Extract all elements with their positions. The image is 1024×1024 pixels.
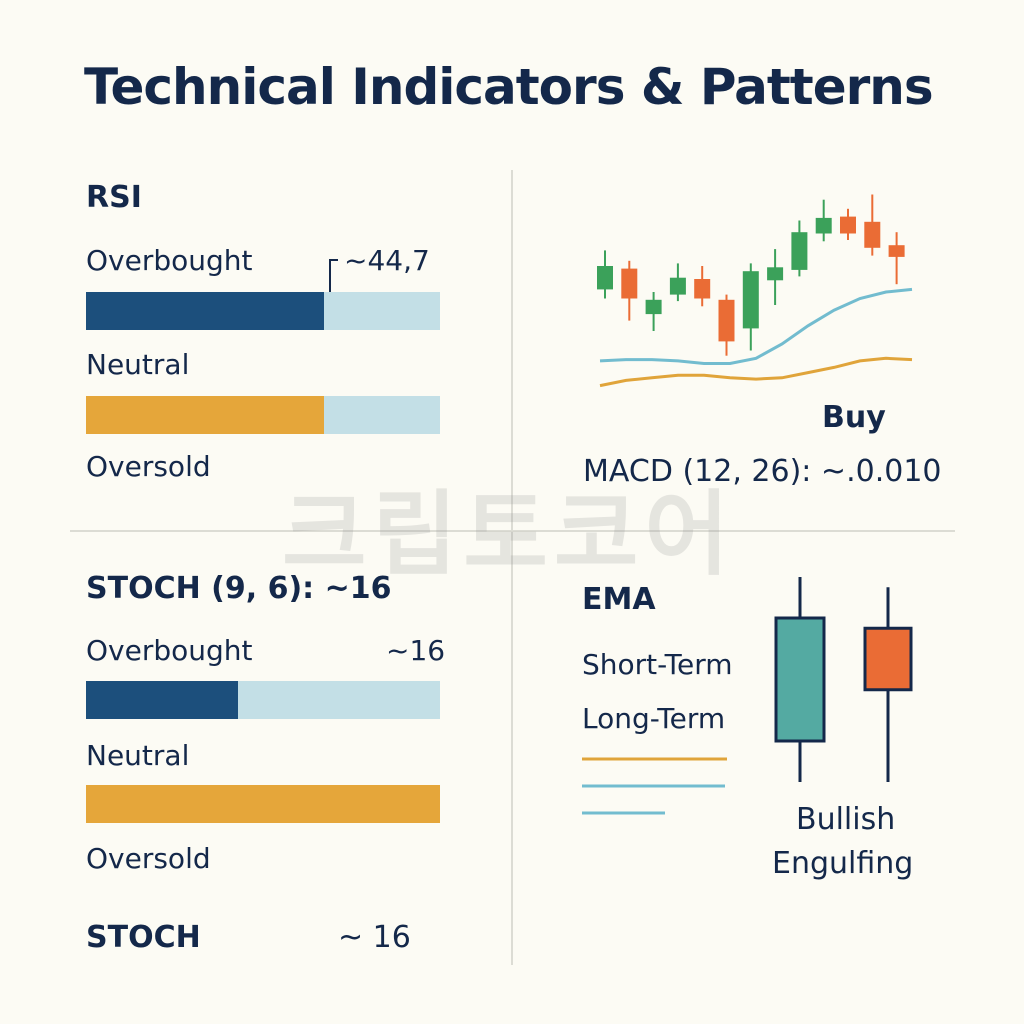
candle-body [864, 221, 881, 248]
ema-heading: EMA [582, 582, 656, 617]
candle-body [791, 232, 808, 270]
ema-short-line [599, 287, 913, 365]
pattern-name-line1: Bullish [796, 802, 896, 837]
macd-candlestick-chart [597, 194, 913, 388]
rsi-neutral-bar [86, 396, 440, 434]
engulfing-candle-body [863, 626, 913, 692]
stoch-neutral-fill [86, 785, 440, 823]
vertical-divider [511, 170, 513, 965]
ema-legend-lines [582, 757, 727, 815]
candle-body [694, 279, 711, 299]
rsi-oversold-label: Oversold [86, 450, 211, 483]
stoch-footer-name: STOCH [86, 920, 201, 955]
candle-body [645, 299, 662, 315]
rsi-overbought-bar [86, 292, 440, 330]
page-title: Technical Indicators & Patterns [84, 58, 934, 116]
candle-body [742, 271, 759, 329]
ema-long-term-label: Long-Term [582, 702, 726, 735]
engulfing-candle-body [774, 616, 826, 743]
horizontal-divider [70, 530, 955, 532]
macd-signal-label: Buy [822, 400, 886, 435]
stoch-overbought-label: Overbought [86, 634, 253, 667]
candle-body [597, 266, 613, 290]
stoch-value-label: ~16 [386, 634, 446, 667]
candle-body [669, 277, 686, 295]
rsi-overbought-label: Overbought [86, 244, 253, 277]
rsi-overbought-fill [86, 292, 325, 330]
candle-body [621, 268, 638, 299]
stoch-footer-value: ~ 16 [338, 920, 411, 955]
rsi-neutral-label: Neutral [86, 348, 190, 381]
rsi-neutral-fill [86, 396, 325, 434]
candle-body [840, 216, 856, 234]
stoch-neutral-bar [86, 785, 440, 823]
macd-label: MACD (12, 26): ~.0.010 [583, 454, 942, 489]
stoch-overbought-bar [86, 681, 440, 719]
bullish-engulfing-chart [774, 577, 913, 782]
rsi-value-label: ~44,7 [344, 244, 430, 277]
candle-body [815, 217, 832, 234]
candle-body [718, 299, 735, 342]
candle-body [888, 245, 905, 257]
stoch-heading: STOCH (9, 6): ~16 [86, 571, 392, 606]
stoch-oversold-label: Oversold [86, 842, 211, 875]
stoch-overbought-fill [86, 681, 239, 719]
pattern-name-line2: Engulfing [772, 846, 914, 881]
candle-body [767, 267, 784, 281]
ema-short-term-label: Short-Term [582, 648, 733, 681]
rsi-heading: RSI [86, 180, 142, 215]
stoch-neutral-label: Neutral [86, 739, 190, 772]
ema-long-line [599, 356, 913, 388]
watermark: 크립토코어 [282, 481, 736, 588]
